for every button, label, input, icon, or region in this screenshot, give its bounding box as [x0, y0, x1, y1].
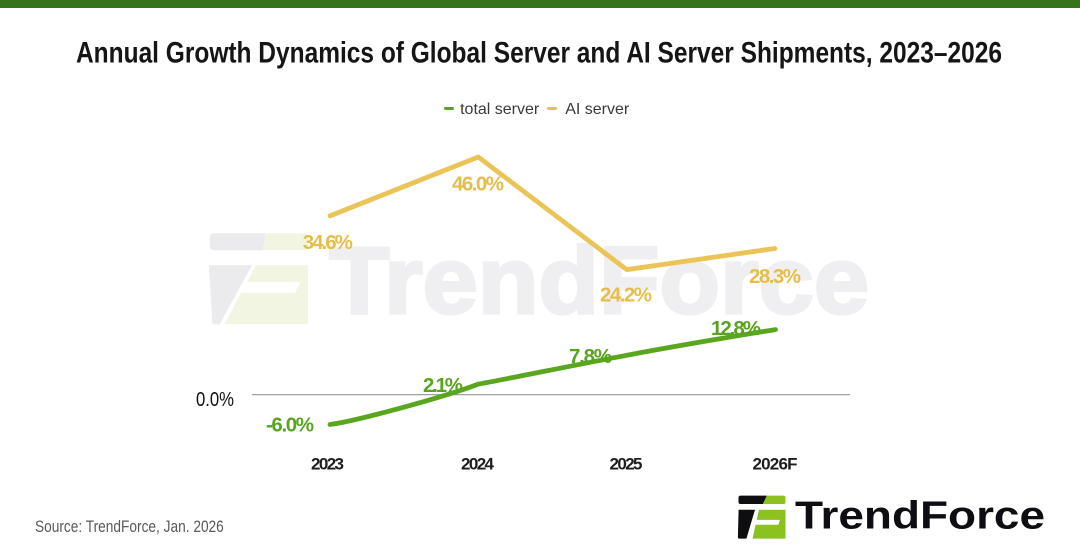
- svg-text:12.8%: 12.8%: [711, 317, 761, 340]
- svg-text:46.0%: 46.0%: [452, 172, 504, 195]
- svg-text:2026F: 2026F: [753, 454, 798, 473]
- svg-text:34.6%: 34.6%: [303, 231, 353, 254]
- svg-text:0.0%: 0.0%: [196, 389, 234, 411]
- svg-text:2.1%: 2.1%: [423, 374, 463, 397]
- svg-text:7.8%: 7.8%: [569, 345, 612, 368]
- svg-text:2023: 2023: [311, 454, 344, 473]
- svg-text:28.3%: 28.3%: [749, 265, 801, 288]
- svg-text:2024: 2024: [461, 454, 495, 473]
- svg-text:TrendForce: TrendForce: [795, 495, 1045, 538]
- svg-text:2025: 2025: [610, 454, 643, 473]
- svg-text:Annual Growth Dynamics of Glob: Annual Growth Dynamics of Global Server …: [76, 37, 1002, 70]
- svg-text:24.2%: 24.2%: [600, 284, 652, 307]
- svg-text:-6.0%: -6.0%: [266, 414, 314, 437]
